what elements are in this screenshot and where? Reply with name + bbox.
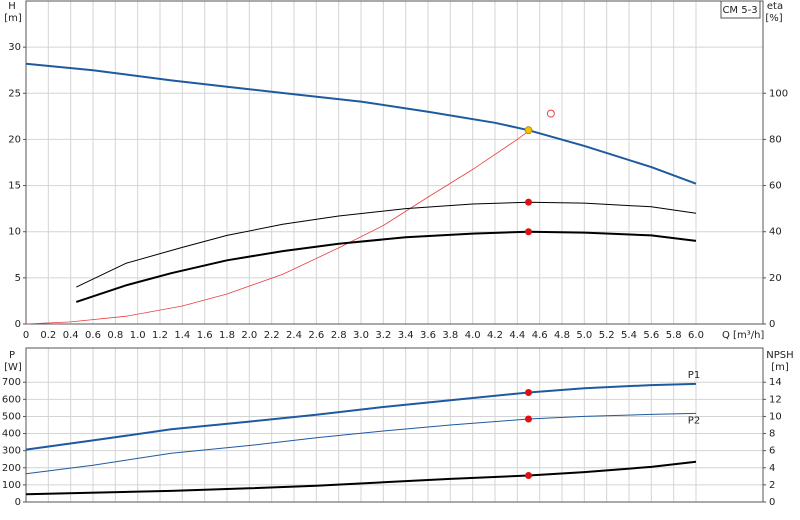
y2-unit: [m] [771,362,789,373]
x-tick-label: 4.2 [487,330,503,341]
y-tick-label: 0 [15,319,21,330]
x-tick-label: 4.6 [532,330,548,341]
y-tick-label: 5 [15,273,21,284]
series-label: P1 [688,370,700,381]
y2-tick-label: 20 [769,273,782,284]
marker [546,109,555,118]
y2-tick-label: 14 [769,377,782,388]
series-line [25,382,697,451]
marker [525,388,532,396]
y2-tick-label: 0 [769,319,775,330]
x-tick-label: 1.2 [152,330,168,341]
y2-tick-label: 8 [769,429,775,440]
series-label: P2 [688,415,700,426]
x-tick-label: 2.0 [241,330,257,341]
x-tick-label: 1.0 [130,330,146,341]
chart-title: CM 5-3 [722,5,757,16]
x-tick-label: 0.4 [63,330,79,341]
plot-frame [25,0,764,325]
x-tick-label: 0 [23,330,29,341]
series-line [25,62,697,185]
x-tick-label: 3.2 [375,330,391,341]
x-tick-label: 0.8 [107,330,123,341]
y2-tick-label: 10 [769,411,782,422]
y-tick-label: 0 [15,497,21,508]
x-tick-label: 1.8 [219,330,235,341]
y-tick-label: 30 [8,42,21,53]
y2-tick-label: 80 [769,134,782,145]
marker [524,126,533,135]
y2-tick-label: 2 [769,480,775,491]
y-unit: [m] [4,13,22,24]
x-tick-label: 2.4 [286,330,302,341]
marker [525,198,532,206]
x-tick-label: 1.6 [197,330,213,341]
plot-frame [25,347,764,503]
series-line [75,230,697,303]
y2-tick-label: 40 [769,227,782,238]
series-line [25,130,529,325]
x-tick-label: 3.6 [420,330,436,341]
y-tick-label: 600 [2,394,21,405]
y-label: P [9,350,15,361]
y-unit: [W] [4,362,22,373]
x-tick-label: 0.6 [85,330,101,341]
x-tick-label: 2.6 [308,330,324,341]
y-tick-label: 500 [2,411,21,422]
x-tick-label: 2.8 [331,330,347,341]
x-tick-label: 0.2 [40,330,56,341]
y2-tick-label: 12 [769,394,782,405]
x-tick-label: 5.8 [666,330,682,341]
x-tick-label: 5.0 [576,330,592,341]
x-tick-label: 5.4 [621,330,637,341]
y2-tick-label: 100 [769,88,788,99]
y-tick-label: 10 [8,227,21,238]
y-tick-label: 400 [2,429,21,440]
y-tick-label: 700 [2,377,21,388]
marker [525,471,532,479]
y2-tick-label: 0 [769,497,775,508]
x-tick-label: 5.6 [643,330,659,341]
x-label: Q [m³/h] [722,330,764,341]
x-tick-label: 4.0 [465,330,481,341]
y2-label: eta [767,1,783,12]
y2-tick-label: 6 [769,446,775,457]
y-tick-label: 15 [8,181,21,192]
series-line [76,201,697,288]
y-tick-label: 20 [8,134,21,145]
x-tick-label: 3.4 [398,330,414,341]
y-label: H [8,1,16,12]
x-tick-label: 2.2 [264,330,280,341]
x-tick-label: 5.2 [599,330,615,341]
x-tick-label: 4.4 [509,330,525,341]
marker [525,228,532,236]
x-tick-label: 3.8 [442,330,458,341]
x-tick-label: 1.4 [174,330,190,341]
y2-tick-label: 4 [769,463,775,474]
x-tick-label: 3.0 [353,330,369,341]
series-line [25,460,697,496]
y2-unit: [%] [765,13,782,24]
y-tick-label: 200 [2,463,21,474]
y-tick-label: 100 [2,480,21,491]
y-tick-label: 300 [2,446,21,457]
marker [525,415,532,423]
x-tick-label: 4.8 [554,330,570,341]
y-tick-label: 25 [8,88,21,99]
y2-label: NPSH [766,350,793,361]
y2-tick-label: 60 [769,181,782,192]
x-tick-label: 6.0 [688,330,704,341]
series-line [25,412,697,475]
